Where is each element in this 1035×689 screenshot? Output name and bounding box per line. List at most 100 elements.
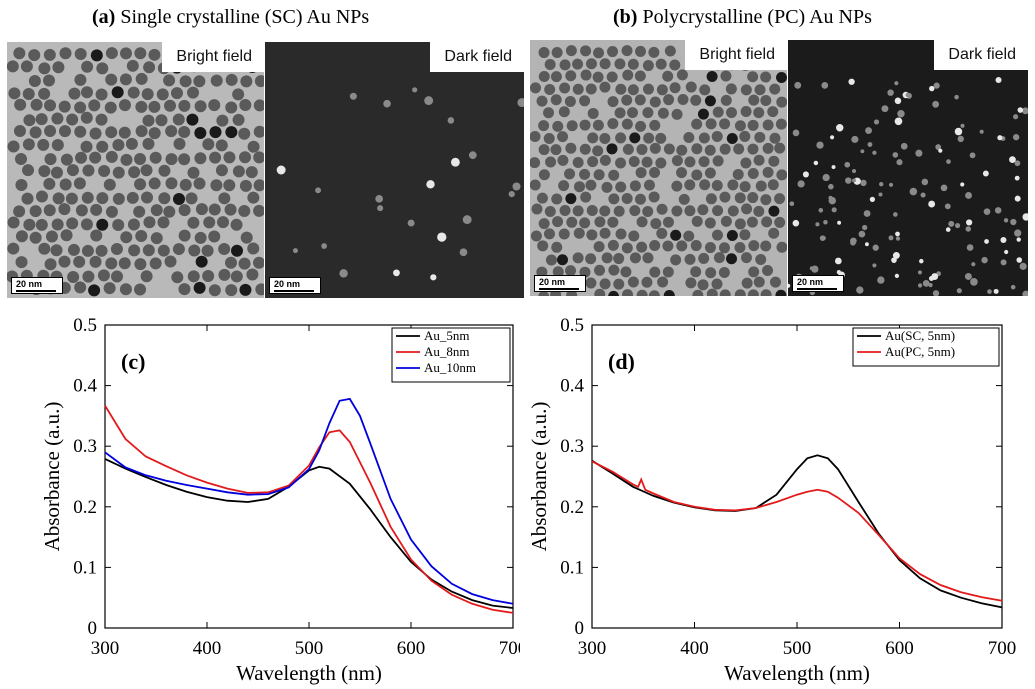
nanoparticle (187, 166, 200, 179)
nanoparticle (621, 94, 633, 106)
nanoparticle (683, 230, 695, 242)
nanoparticle (579, 119, 591, 131)
nanoparticle (741, 277, 753, 289)
nanoparticle (748, 94, 760, 106)
bright-spot (375, 195, 383, 203)
nanoparticle (691, 215, 703, 227)
nanoparticle (649, 119, 661, 131)
bright-spot (819, 235, 826, 241)
pc-dark-field-image: Dark field 20 nm (788, 40, 1028, 296)
nanoparticle (755, 253, 767, 265)
bright-spot (881, 105, 889, 113)
nanoparticle (225, 101, 238, 114)
nanoparticle (178, 229, 191, 242)
nanoparticle (704, 95, 716, 107)
y-tick-label: 0.1 (560, 557, 584, 578)
bright-spot (896, 159, 903, 166)
nanoparticle (35, 190, 48, 203)
nanoparticle (125, 137, 138, 150)
nanoparticle (224, 203, 237, 216)
nanoparticle (599, 58, 611, 70)
nanoparticle (238, 257, 251, 270)
nanoparticle (642, 205, 654, 217)
nanoparticle (30, 98, 43, 111)
nanoparticle (238, 127, 251, 140)
legend (852, 327, 1000, 367)
nanoparticle (253, 204, 264, 217)
x-tick-label: 600 (397, 638, 426, 659)
sc-bright-field-label: Bright field (162, 42, 264, 72)
bright-spot (797, 180, 805, 188)
nanoparticle (224, 256, 237, 269)
bright-spot (994, 207, 1002, 214)
nanoparticle (601, 181, 613, 193)
nanoparticle (208, 284, 221, 297)
nanoparticle (156, 88, 169, 101)
nanoparticle (755, 180, 767, 192)
nanoparticle (13, 205, 26, 218)
x-tick-label: 400 (193, 638, 222, 659)
bright-spot (512, 182, 521, 191)
nanoparticle (164, 99, 177, 112)
nanoparticle (21, 192, 34, 205)
nanoparticle (769, 276, 781, 288)
bright-spot (1014, 229, 1022, 237)
bright-spot (960, 123, 965, 128)
nanoparticle (73, 255, 86, 268)
nanoparticle (663, 289, 675, 296)
bright-spot (933, 82, 940, 89)
bright-spot (1000, 259, 1007, 266)
nanoparticle (643, 132, 655, 144)
nanoparticle (52, 61, 65, 74)
nanoparticle (150, 204, 163, 217)
nanoparticle (530, 179, 541, 191)
nanoparticle (636, 289, 648, 296)
nanoparticle (253, 125, 264, 138)
nanoparticle (656, 227, 668, 239)
nanoparticle (739, 229, 751, 241)
nanoparticle (13, 124, 26, 137)
nanoparticle (607, 118, 619, 130)
nanoparticle (223, 151, 236, 164)
y-axis-label: Absorbance (a.u.) (40, 402, 64, 552)
nanoparticle (676, 144, 688, 156)
nanoparticle (599, 132, 611, 144)
nanoparticle (58, 125, 71, 138)
nanoparticle (711, 278, 723, 290)
bright-spot (802, 171, 809, 178)
nanoparticle (642, 83, 654, 95)
nanoparticle (627, 276, 639, 288)
nanoparticle (753, 205, 765, 217)
bright-spot (960, 182, 965, 187)
nanoparticle (599, 205, 611, 217)
nanoparticle (140, 164, 153, 177)
nanoparticle (676, 240, 688, 252)
nanoparticle (669, 59, 681, 71)
nanoparticle (711, 179, 723, 191)
nanoparticle (642, 107, 654, 119)
nanoparticle (741, 203, 753, 215)
nanoparticle (118, 99, 131, 112)
bright-spot (349, 92, 357, 100)
nanoparticle (75, 204, 88, 217)
nanoparticle (112, 192, 125, 205)
nanoparticle (111, 86, 124, 99)
bright-spot (954, 127, 963, 136)
nanoparticle (209, 126, 222, 139)
nanoparticle (245, 166, 258, 179)
bright-spot (993, 288, 999, 294)
nanoparticle (774, 216, 786, 228)
nanoparticle (50, 166, 63, 179)
nanoparticle (767, 179, 779, 191)
nanoparticle (641, 156, 653, 168)
bright-spot (872, 244, 879, 251)
nanoparticle (622, 69, 634, 81)
nanoparticle (73, 177, 86, 190)
nanoparticle (615, 132, 627, 144)
nanoparticle (194, 100, 207, 113)
nanoparticle (704, 144, 716, 156)
nanoparticle (712, 106, 724, 118)
nanoparticle (51, 218, 64, 231)
nanoparticle (762, 166, 774, 178)
bright-spot (462, 215, 472, 225)
